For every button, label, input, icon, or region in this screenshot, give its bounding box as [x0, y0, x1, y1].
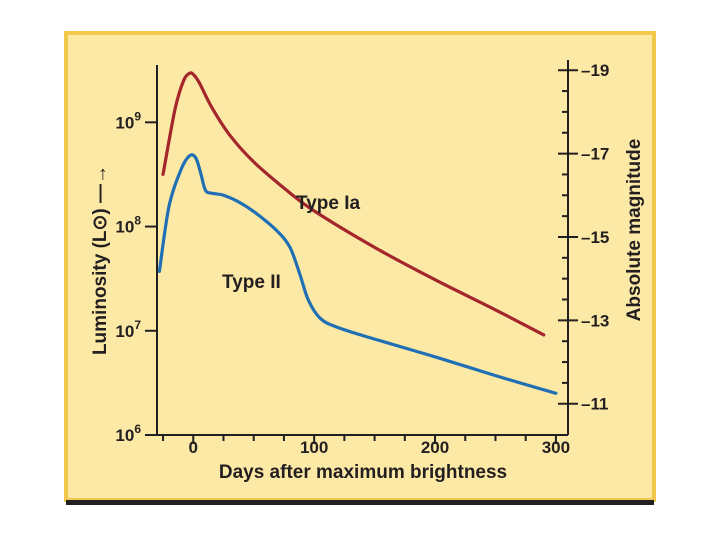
x-tick-label: 0: [189, 438, 198, 457]
chart-panel: [64, 31, 656, 502]
type-ii-curve: [157, 153, 558, 395]
baseline-bar: [66, 500, 654, 505]
right-tick-label: –13: [581, 311, 609, 330]
left-tick-label: 106: [115, 422, 141, 445]
x-tick-label: 200: [421, 438, 449, 457]
series-layer: [157, 71, 558, 395]
right-axis-title: Absolute magnitude: [624, 139, 645, 322]
left-tick-label: 107: [115, 318, 141, 341]
right-tick-label: –19: [581, 61, 609, 80]
axes: [156, 60, 569, 436]
right-tick-label: –15: [581, 228, 609, 247]
left-axis-title: Luminosity (L⊙) —→: [90, 165, 111, 355]
left-tick-label: 108: [115, 214, 141, 237]
x-tick-label: 100: [300, 438, 328, 457]
right-tick-label: –11: [581, 395, 608, 414]
type-ii-label: Type II: [222, 272, 281, 293]
right-tick-label: –17: [581, 145, 609, 164]
x-axis-title: Days after maximum brightness: [219, 462, 507, 483]
x-tick-label: 300: [542, 438, 570, 457]
type-ia-label: Type Ia: [296, 193, 360, 214]
tick-layer: 0 100 200 300 106 107 108 109 –19 –17 –15 –13 –11: [115, 61, 609, 457]
left-tick-label: 109: [115, 109, 141, 132]
type-ia-curve: [161, 71, 546, 337]
